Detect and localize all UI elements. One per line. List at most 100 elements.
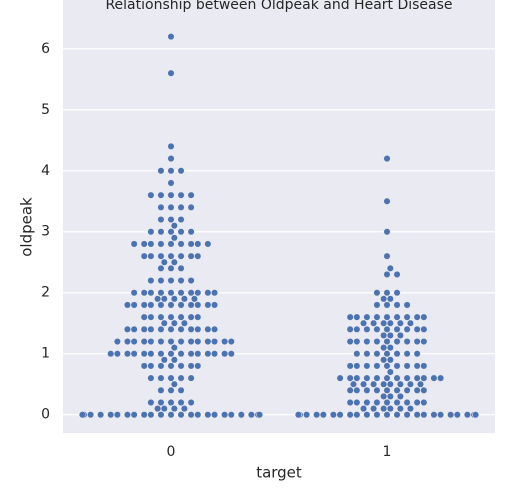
swarm-point (167, 216, 175, 223)
swarm-point (227, 338, 235, 345)
swarm-point (373, 350, 381, 358)
swarm-point (187, 350, 195, 358)
swarm-point (171, 234, 178, 242)
swarm-point (417, 380, 424, 388)
swarm-point (383, 228, 391, 236)
swarm-point (167, 411, 175, 419)
swarm-point (147, 240, 155, 248)
swarm-point (177, 264, 185, 272)
swarm-point (187, 289, 195, 297)
swarm-point (403, 313, 411, 321)
swarm-point (147, 399, 155, 406)
swarm-point (160, 295, 168, 303)
swarm-point (386, 405, 394, 412)
swarm-point (194, 301, 202, 309)
swarm-point (204, 289, 212, 297)
swarm-point (177, 350, 185, 358)
swarm-point (403, 386, 411, 394)
swarm-point (437, 411, 444, 419)
swarm-point (413, 374, 421, 382)
swarm-point (397, 393, 404, 400)
swarm-point (194, 289, 202, 297)
swarm-point (157, 240, 165, 248)
swarm-point (171, 258, 178, 266)
swarm-point (187, 240, 195, 248)
swarm-point (360, 319, 367, 327)
swarm-point (167, 69, 175, 77)
swarm-point (194, 350, 202, 358)
swarm-point (330, 411, 337, 419)
swarm-point (157, 350, 165, 358)
swarm-point (177, 411, 185, 419)
swarm-point (167, 252, 175, 260)
swarm-point (204, 240, 212, 248)
swarm-point (157, 167, 165, 175)
swarm-point (380, 356, 387, 364)
swarm-point (147, 350, 155, 358)
swarm-point (167, 240, 175, 248)
swarm-point (393, 271, 401, 278)
x-axis-label: target (256, 464, 302, 482)
swarm-point (383, 350, 391, 358)
swarm-point (204, 338, 212, 345)
swarm-point (177, 167, 185, 175)
swarm-point (171, 222, 178, 229)
swarm-point (397, 380, 404, 388)
swarm-point (363, 325, 371, 333)
swarm-point (187, 411, 195, 419)
swarm-point (147, 362, 155, 370)
swarm-point (167, 313, 175, 321)
swarm-point (157, 325, 165, 333)
swarm-point (256, 411, 263, 419)
swarm-point (187, 362, 195, 370)
swarm-point (177, 399, 185, 406)
swarm-point (147, 252, 155, 260)
swarm-point (147, 338, 155, 345)
swarm-point (346, 374, 354, 382)
swarm-point (413, 399, 421, 406)
swarm-point (160, 258, 168, 266)
swarm-point (177, 252, 185, 260)
swarm-point (420, 362, 428, 370)
swarm-point (386, 319, 394, 327)
swarm-point (154, 405, 161, 412)
swarm-point (171, 405, 178, 412)
swarm-point (413, 362, 421, 370)
swarm-point (177, 277, 185, 284)
swarm-point (383, 374, 391, 382)
swarm-point (346, 386, 354, 394)
swarm-point (221, 350, 228, 358)
swarm-point (177, 338, 185, 345)
swarm-point (157, 252, 165, 260)
swarm-point (157, 362, 165, 370)
swarm-point (373, 301, 381, 309)
swarm-point (363, 374, 371, 382)
swarm-point (393, 362, 401, 370)
swarm-point (167, 386, 175, 394)
swarm-point (204, 301, 212, 309)
swarm-point (386, 356, 394, 364)
swarm-point (177, 191, 185, 199)
swarm-point (363, 350, 371, 358)
swarm-point (413, 350, 421, 358)
swarm-point (140, 289, 148, 297)
swarm-point (114, 350, 121, 358)
swarm-point (140, 362, 148, 370)
swarm-point (336, 374, 344, 382)
swarm-point (177, 325, 185, 333)
swarm-point (386, 295, 394, 303)
y-tick-label: 1 (41, 346, 50, 362)
swarm-point (167, 191, 175, 199)
swarm-point (383, 252, 391, 260)
swarm-point (383, 301, 391, 309)
swarm-point (221, 338, 228, 345)
swarm-point (380, 405, 387, 412)
swarm-point (363, 362, 371, 370)
swarm-point (167, 289, 175, 297)
swarm-point (171, 319, 178, 327)
swarm-point (363, 399, 371, 406)
swarm-point (363, 386, 371, 394)
swarm-point (336, 411, 344, 419)
swarm-point (248, 411, 255, 419)
swarm-point (181, 295, 188, 303)
